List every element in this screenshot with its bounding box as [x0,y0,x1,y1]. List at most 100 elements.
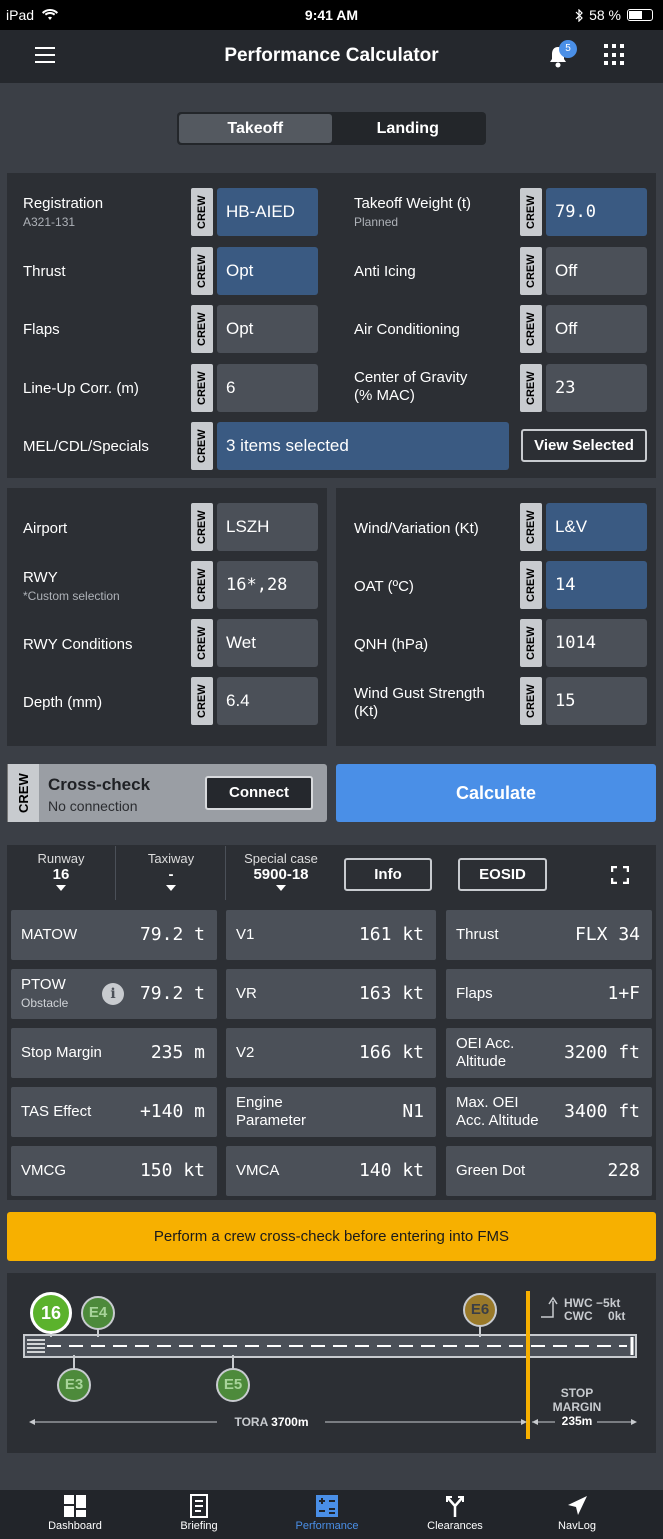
tab-landing[interactable]: Landing [376,120,439,137]
tab-dashboard[interactable]: Dashboard [9,1490,141,1539]
calculator-icon [316,1495,338,1517]
depth-label: Depth (mm) [23,694,103,711]
anti-icing-field[interactable]: Off [546,247,647,295]
mel-field[interactable]: 3 items selected [217,422,509,470]
crew-tag: CREW [191,247,213,295]
mel-label: MEL/CDL/Specials [23,438,149,455]
results-panel [7,845,656,1200]
crew-tag: CREW [520,619,542,667]
crew-tag: CREW [191,561,213,609]
stop-margin-cell: Stop Margin 235 m [11,1028,217,1078]
lineup-field[interactable]: 6 [217,364,318,412]
crew-tag: CREW [520,503,542,551]
gust-field[interactable]: 15 [546,677,647,725]
result-flaps-cell: Flaps 1+F [446,969,652,1019]
v1-cell: V1 161 kt [226,910,436,960]
tab-briefing[interactable]: Briefing [133,1490,265,1539]
runway-diagram-svg [23,1291,637,1439]
rwy-field[interactable]: 16*,28 [217,561,318,609]
air-conditioning-field[interactable]: Off [546,305,647,353]
chevron-down-icon [166,885,176,891]
qnh-label: QNH (hPa) [354,636,429,653]
depth-field[interactable]: 6.4 [217,677,318,725]
cog-field[interactable]: 23 [546,364,647,412]
engine-parameter-cell: Engine Parameter N1 [226,1087,436,1137]
runway-diagram: 16 E4 E6 E3 E5 HWC −5kt CWC 0kt TORA 3700… [7,1273,656,1453]
crosscheck-title: Cross-check [48,775,151,794]
eosid-button[interactable]: EOSID [458,858,547,891]
dashboard-icon [64,1495,86,1517]
crew-tag: CREW [191,188,213,236]
flaps-label: Flaps [23,321,60,338]
crew-tag: CREW [520,364,542,412]
qnh-field[interactable]: 1014 [546,619,647,667]
crew-tag: CREW [520,188,542,236]
registration-field[interactable]: HB-AIED [217,188,318,236]
runway-selector[interactable]: Runway 16 [8,851,114,891]
wind-label: Wind/Variation (Kt) [354,520,479,537]
taxiway-e3-marker[interactable]: E3 [57,1368,91,1402]
lineup-label: Line-Up Corr. (m) [23,380,139,397]
rwy-conditions-label: RWY Conditions [23,636,133,653]
wind-components: HWC −5kt CWC 0kt [564,1296,626,1323]
info-button[interactable]: Info [344,858,432,891]
wind-field[interactable]: L&V [546,503,647,551]
bluetooth-icon [575,8,583,22]
fullscreen-icon[interactable] [611,866,629,884]
connect-button[interactable]: Connect [205,776,313,810]
tab-performance[interactable]: Performance [261,1490,393,1539]
menu-icon[interactable] [35,47,55,63]
taxiway-e5-marker[interactable]: E5 [216,1368,250,1402]
crosscheck-panel: CREW Cross-check No connection Connect [7,764,327,822]
page-title: Performance Calculator [224,45,439,66]
airport-label: Airport [23,520,68,537]
crew-tag: CREW [520,247,542,295]
oat-field[interactable]: 14 [546,561,647,609]
oei-acc-altitude-cell: OEI Acc. Altitude 3200 ft [446,1028,652,1078]
crosscheck-warning-banner: Perform a crew cross-check before enteri… [7,1212,656,1261]
status-bar: iPad 9:41 AM 58 % [0,0,663,30]
taxiway-e4-marker[interactable]: E4 [81,1296,115,1330]
tab-clearances[interactable]: Clearances [389,1490,521,1539]
registration-label: Registration A321-131 [23,195,104,229]
apps-grid-icon[interactable] [604,44,626,66]
airport-field[interactable]: LSZH [217,503,318,551]
anti-icing-label: Anti Icing [354,263,416,280]
navigation-arrow-icon [568,1496,587,1515]
crew-tag: CREW [520,561,542,609]
tab-takeoff[interactable]: Takeoff [179,114,332,143]
info-icon[interactable]: i [102,983,124,1005]
v2-cell: V2 166 kt [226,1028,436,1078]
view-selected-button[interactable]: View Selected [521,429,647,462]
chevron-down-icon [56,885,66,891]
chevron-down-icon [276,885,286,891]
runway-number-marker[interactable]: 16 [30,1292,72,1334]
tow-label: Takeoff Weight (t) Planned [354,195,471,229]
crew-tag: CREW [520,305,542,353]
rwy-label: RWY *Custom selection [23,569,120,603]
mode-segmented-control: Takeoff Landing [177,112,486,145]
crosscheck-status: No connection [48,798,138,814]
rwy-conditions-field[interactable]: Wet [217,619,318,667]
crew-tag: CREW [191,677,213,725]
calculate-button[interactable]: Calculate [336,764,656,822]
tas-effect-cell: TAS Effect +140 m [11,1087,217,1137]
green-dot-cell: Green Dot 228 [446,1146,652,1196]
tab-navlog[interactable]: NavLog [511,1490,643,1539]
vmca-cell: VMCA 140 kt [226,1146,436,1196]
device-label: iPad [6,7,58,23]
thrust-label: Thrust [23,263,66,280]
special-case-selector[interactable]: Special case 5900-18 [228,851,334,891]
thrust-field[interactable]: Opt [217,247,318,295]
navigation-bar: Performance Calculator 5 [0,30,663,83]
oat-label: OAT (ºC) [354,578,414,595]
battery-icon [627,9,653,21]
taxiway-selector[interactable]: Taxiway - [118,851,224,891]
flaps-field[interactable]: Opt [217,305,318,353]
wifi-icon [41,8,58,20]
crew-tag: CREW [191,364,213,412]
ptow-cell: PTOW Obstacle i 79.2 t [11,969,217,1019]
notification-badge: 5 [559,40,577,58]
taxiway-e6-marker[interactable]: E6 [463,1293,497,1327]
tow-field[interactable]: 79.0 [546,188,647,236]
